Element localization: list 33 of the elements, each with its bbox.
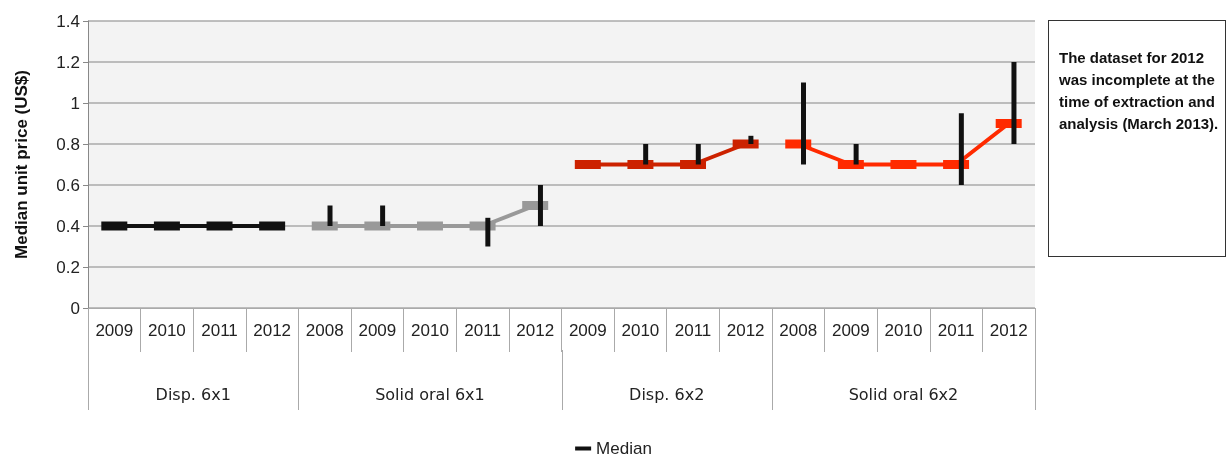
text: Disp. 6x2 [628,384,706,406]
x-tick-label: 2011 [201,321,238,340]
y-tick-label: 1 [70,93,80,113]
x-tick-label: 2011 [464,321,501,340]
x-tick-label: 2010 [884,321,923,340]
x-tick-label: 2009 [358,321,397,340]
text: Disp. 6x1 [154,384,232,406]
x-tick-label: 2010 [148,321,186,340]
y-tick-label: 0 [70,298,80,318]
y-tick-label: 0.6 [56,175,80,195]
text: The dataset for 2012 was incomplete at the time of extraction and analysis (March 2013). [1048,20,1226,257]
y-tick-label: 0.4 [56,216,80,236]
x-tick-label: 2011 [674,321,712,340]
x-tick-label: 2010 [411,321,449,340]
y-tick-label: 1.2 [56,52,80,72]
x-tick-label: 2008 [779,321,818,340]
x-tick-label: 2012 [253,321,292,340]
y-tick-label: 1.4 [56,11,80,31]
x-tick-label: 2012 [516,321,555,340]
text: Solid oral 6x1 [374,384,486,406]
y-tick-label: 0.8 [56,134,80,154]
y-axis-title: Median unit price (US$) [12,70,31,259]
x-tick-label: 2009 [831,321,870,340]
x-tick-label: 2011 [937,321,975,340]
y-tick-label: 0.2 [56,257,80,277]
x-tick-label: 2008 [305,321,344,340]
text: Solid oral 6x2 [847,384,960,406]
x-tick-label: 2012 [989,321,1028,340]
x-tick-label: 2009 [95,321,134,340]
x-tick-label: 2010 [621,321,660,340]
x-tick-label: 2009 [568,321,607,340]
legend-label: Median [596,439,652,458]
x-tick-label: 2012 [726,321,765,340]
